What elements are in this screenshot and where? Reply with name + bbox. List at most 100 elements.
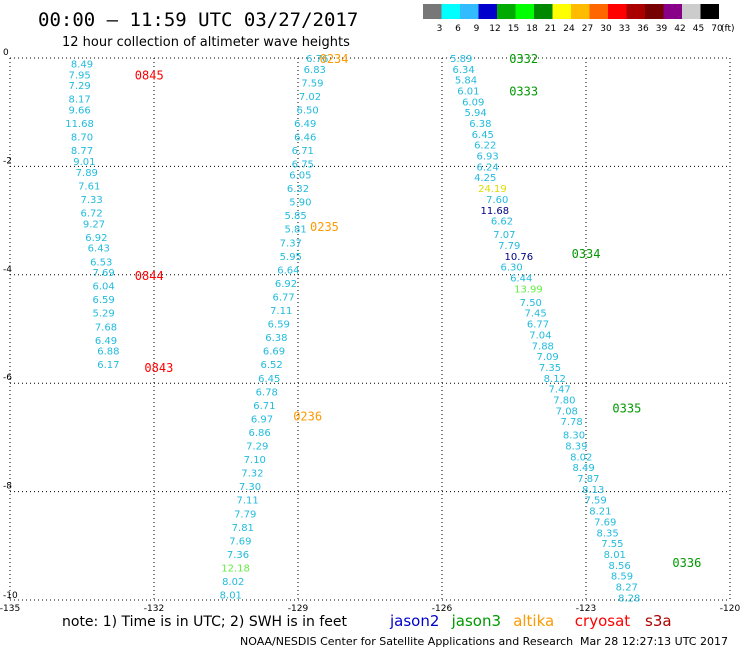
wave-height-label: 5.89 — [450, 54, 472, 65]
wave-height-label: 8.01 — [604, 550, 626, 561]
wave-height-label: 6.52 — [260, 360, 282, 371]
y-tick-label: -2 — [3, 156, 12, 166]
wave-height-label: 6.49 — [294, 119, 316, 130]
wave-height-label: 6.59 — [92, 295, 114, 306]
wave-height-label: 6.93 — [476, 152, 498, 163]
colorbar-label: 70 — [711, 24, 723, 34]
wave-height-label: 7.60 — [486, 195, 508, 206]
wave-height-label: 6.38 — [265, 333, 287, 344]
colorbar-label: 18 — [526, 24, 538, 34]
colorbar-swatch — [515, 4, 534, 19]
wave-height-label: 9.01 — [73, 157, 95, 168]
wave-height-label: 7.09 — [536, 352, 558, 363]
wave-height-label: 7.36 — [227, 550, 249, 561]
pass-time-label: 0235 — [310, 220, 339, 234]
wave-height-label: 11.68 — [65, 119, 94, 130]
colorbar-label: 45 — [693, 24, 704, 34]
wave-height-label: 6.75 — [292, 160, 314, 171]
x-tick-label: -135 — [0, 604, 20, 614]
wave-height-label: 6.50 — [296, 105, 318, 116]
wave-height-label: 6.78 — [256, 387, 278, 398]
wave-height-label: 6.72 — [80, 208, 102, 219]
wave-height-label: 7.95 — [68, 70, 90, 81]
wave-height-label: 7.69 — [92, 268, 114, 279]
legend-entry: s3a — [645, 612, 672, 630]
wave-height-label: 7.11 — [236, 496, 258, 507]
wave-height-label: 8.17 — [68, 95, 90, 106]
legend-entry: jason2 — [389, 612, 439, 630]
wave-height-label: 5.94 — [464, 108, 486, 119]
footer-credit: NOAA/NESDIS Center for Satellite Applica… — [240, 635, 573, 648]
wave-height-label: 6.01 — [457, 87, 479, 98]
wave-height-label: 8.21 — [589, 507, 611, 518]
colorbar-unit: (ft) — [721, 24, 735, 34]
wave-height-label: 10.76 — [504, 252, 533, 263]
wave-height-label: 7.69 — [594, 517, 616, 528]
wave-height-label: 7.87 — [577, 474, 599, 485]
chart-subtitle: 12 hour collection of altimeter wave hei… — [62, 35, 350, 50]
wave-height-label: 7.37 — [280, 238, 302, 249]
x-tick-label: -129 — [288, 604, 309, 614]
pass-time-label: 0234 — [320, 52, 349, 66]
wave-height-label: 7.78 — [560, 417, 582, 428]
wave-height-label: 6.77 — [272, 292, 294, 303]
wave-height-label: 7.08 — [556, 406, 578, 417]
wave-height-label: 8.56 — [608, 561, 630, 572]
pass-time-label: 0236 — [293, 410, 322, 424]
wave-height-label: 5.84 — [455, 76, 477, 87]
x-tick-label: -120 — [720, 604, 740, 614]
colorbar-swatch — [460, 4, 479, 19]
wave-height-label: 6.88 — [97, 347, 119, 358]
wave-height-label: 8.49 — [572, 463, 594, 474]
wave-height-label: 7.30 — [239, 482, 261, 493]
wave-height-label: 8.70 — [71, 133, 93, 144]
wave-height-label: 8.59 — [611, 572, 633, 583]
colorbar-swatch — [626, 4, 645, 19]
wave-height-label: 7.79 — [498, 241, 520, 252]
pass-time-label: 0332 — [509, 52, 538, 66]
colorbar-label: 27 — [582, 24, 593, 34]
pass-time-label: 0333 — [509, 85, 538, 99]
wave-height-label: 8.27 — [616, 582, 638, 593]
wave-height-label: 7.11 — [270, 306, 292, 317]
pass-time-label: 0335 — [612, 402, 641, 416]
pass-time-label: 0845 — [135, 68, 164, 82]
wave-height-label: 7.59 — [584, 496, 606, 507]
x-tick-label: -126 — [432, 604, 453, 614]
wave-height-label: 6.83 — [304, 65, 326, 76]
wave-height-label: 6.05 — [289, 171, 311, 182]
colorbar: 3 6 9 12 15 18 21 24 27 30 33 36 39 42 45 70(ft) — [423, 4, 735, 34]
wave-height-label: 7.32 — [241, 469, 263, 480]
colorbar-swatch — [663, 4, 682, 19]
y-tick-label: -6 — [3, 373, 12, 383]
pass-time-label: 0843 — [144, 361, 173, 375]
wave-height-label: 8.01 — [220, 591, 242, 602]
grid — [9, 57, 731, 601]
wave-height-label: 7.69 — [229, 536, 251, 547]
data-marks: 8.497.957.298.179.6611.688.708.779.017.8… — [65, 52, 701, 604]
colorbar-label: 39 — [656, 24, 668, 34]
wave-height-label: 7.04 — [529, 330, 551, 341]
wave-height-label: 7.59 — [301, 78, 323, 89]
wave-height-label: 8.28 — [618, 593, 640, 604]
wave-height-label: 6.17 — [97, 360, 119, 371]
wave-height-label: 8.49 — [71, 59, 93, 70]
wave-height-label: 8.39 — [565, 442, 587, 453]
wave-height-label: 6.24 — [476, 162, 498, 173]
wave-height-label: 7.47 — [548, 385, 570, 396]
colorbar-label: 6 — [455, 24, 461, 34]
colorbar-label: 9 — [474, 24, 480, 34]
y-tick-label: -4 — [3, 265, 12, 275]
wave-height-label: 7.88 — [532, 341, 554, 352]
wave-height-label: 6.09 — [462, 97, 484, 108]
wave-height-label: 6.62 — [491, 217, 513, 228]
wave-height-label: 6.64 — [277, 265, 299, 276]
satellite-legend: jason2 jason3 altika cryosat s3a — [389, 612, 672, 630]
wave-height-label: 7.68 — [95, 322, 117, 333]
colorbar-label: 21 — [545, 24, 556, 34]
colorbar-swatch — [700, 4, 719, 19]
wave-height-label: 8.02 — [570, 452, 592, 463]
axis-ticks: -135 -132 -129 -126 -123 -120 0 -2 -4 -6 -8 -10 — [0, 48, 740, 614]
wave-height-label: 7.29 — [246, 442, 268, 453]
